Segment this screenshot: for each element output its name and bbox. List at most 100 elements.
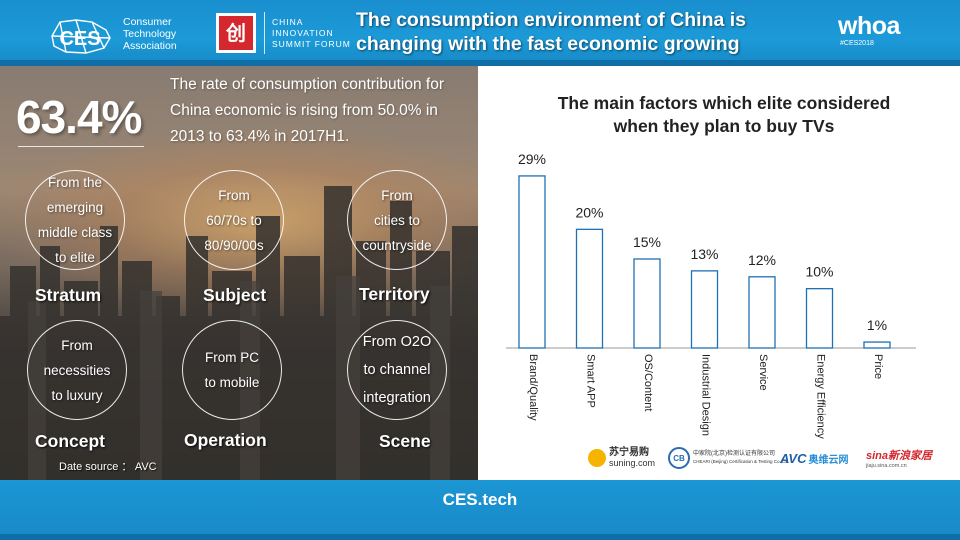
forum-badge: 创 [216, 13, 256, 53]
circle-territory: From cities to countryside [347, 170, 447, 270]
bar-price [863, 341, 891, 349]
chart-title: The main factors which elite considered … [514, 92, 934, 138]
bar-value-label: 1% [867, 317, 887, 333]
category-tick-label: Energy Efficiency [815, 354, 827, 439]
circle-text-line: to elite [55, 250, 95, 265]
cheari-logo: CB 中家院(北京)检测认证有限公司 CHEARI (Beijing) Cert… [668, 445, 789, 471]
circle-text-line: From [218, 187, 250, 203]
suning-name: 苏宁易购 [609, 447, 649, 458]
circle-text-line: countryside [362, 237, 432, 253]
circle-text-line: From [61, 337, 93, 353]
header-bar: CES Consumer Technology Association 创 CH… [0, 0, 960, 66]
category-tick-label: Brand/Quality [527, 354, 539, 421]
avc-cn-text: 奥维云网 [808, 454, 849, 466]
circle-text-line: to channel [363, 362, 431, 378]
forum-text: CHINA INNOVATION SUMMIT FORUM [272, 17, 351, 50]
circle-text-line: middle class [37, 225, 113, 240]
circle-text-line: emerging [46, 200, 104, 215]
suning-domain: suning.com [609, 458, 656, 468]
cta-line: Consumer [123, 16, 172, 28]
bar-value-label: 20% [575, 204, 603, 220]
forum-divider [264, 12, 265, 54]
label-stratum: Stratum [35, 285, 102, 305]
bar-value-label: 10% [805, 264, 833, 280]
stat-divider [18, 146, 144, 147]
whoa-tag: #CES2018 [840, 40, 874, 47]
bar-value-label: 13% [690, 246, 718, 262]
circle-text-line: cities to [374, 212, 420, 228]
cheari-name-en: CHEARI (Beijing) Certification & Testing… [693, 459, 790, 464]
left-panel: 63.4% The rate of consumption contributi… [0, 66, 478, 480]
footer-link[interactable]: CES.tech [442, 490, 518, 509]
page-title-line2: changing with the fast economic growing [356, 33, 740, 55]
cta-line: Association [123, 40, 177, 52]
bar-value-label: 12% [748, 252, 776, 268]
bar-value-label: 15% [633, 234, 661, 250]
ces-logo: CES [51, 19, 111, 54]
circle-concept: From necessities to luxury [27, 320, 127, 420]
label-concept: Concept [35, 431, 105, 451]
circle-scene: From O2O to channel integration [347, 320, 447, 420]
sina-domain: jiaju.sina.com.cn [866, 463, 907, 469]
label-territory: Territory [359, 284, 430, 304]
suning-icon [588, 449, 606, 467]
avc-logo: AVC 奥维云网 [780, 445, 848, 471]
circle-text-line: From O2O [362, 334, 432, 350]
chart-title-line1: The main factors which elite considered [557, 93, 891, 113]
ces-logo-text: CES [59, 28, 100, 50]
forum-line: INNOVATION [272, 28, 334, 38]
chart-panel: The main factors which elite considered … [478, 66, 960, 480]
category-tick-label: Industrial Design [700, 354, 712, 436]
big-stat: 63.4% [16, 91, 142, 143]
forum-line: SUMMIT FORUM [272, 39, 351, 49]
circle-operation: From PC to mobile [182, 320, 282, 420]
footer-bar: CES.tech [0, 480, 960, 540]
stat-description: The rate of consumption contribution for… [170, 76, 444, 145]
header-bottom-stripe [0, 60, 960, 66]
circle-text-line: From [381, 187, 413, 203]
circle-text-line: 80/90/00s [204, 237, 264, 253]
bar-chart: 29% Brand/Quality 20% Smart APP 15% OS/Conten… [506, 151, 916, 439]
cheari-name-cn: 中家院(北京)检测认证有限公司 [693, 451, 775, 457]
circle-subject: From 60/70s to 80/90/00s [184, 170, 284, 270]
label-subject: Subject [203, 285, 267, 305]
forum-badge-glyph: 创 [219, 16, 253, 50]
bar-energy-efficiency [805, 288, 834, 349]
bar-smart-app [575, 228, 604, 349]
category-tick-label: Smart APP [585, 354, 597, 408]
circle-stratum: From the emerging middle class to elite [25, 170, 125, 270]
cta-text: Consumer Technology Association [123, 16, 177, 52]
bar-os-content [633, 258, 661, 349]
category-tick-label: Service [757, 354, 769, 391]
avc-text: AVC [780, 450, 807, 466]
footer-stripe [0, 534, 960, 540]
bar-industrial-design [690, 270, 719, 349]
chart-title-line2: when they plan to buy TVs [613, 116, 835, 136]
bar-brand-quality [518, 175, 546, 349]
sina-logo: sina新浪家居 jiaju.sina.com.cn [866, 445, 932, 471]
cta-line: Technology [123, 28, 177, 40]
circle-text-line: to luxury [51, 387, 103, 403]
category-tick-label: OS/Content [642, 354, 654, 411]
data-source: Date source ： AVC [59, 461, 157, 473]
partner-logos: 苏宁易购 suning.com CB 中家院(北京)检测认证有限公司 CHEAR… [588, 445, 958, 471]
cheari-icon: CB [668, 447, 690, 469]
sina-text: sina新浪家居 [866, 450, 933, 462]
bar-value-label: 29% [518, 151, 546, 167]
circle-text-line: necessities [43, 362, 111, 378]
circle-text-line: From the [47, 175, 102, 190]
circle-text-line: integration [363, 390, 431, 406]
suning-logo: 苏宁易购 suning.com [588, 445, 655, 471]
label-scene: Scene [379, 431, 431, 451]
forum-line: CHINA [272, 17, 304, 27]
circle-text-line: 60/70s to [206, 212, 262, 228]
category-tick-label: Price [872, 354, 884, 379]
circle-text-line: to mobile [204, 375, 260, 390]
page-title-line1: The consumption environment of China is [356, 9, 747, 31]
page-title: The consumption environment of China is … [356, 8, 826, 56]
circle-text-line: From PC [205, 350, 259, 365]
whoa-logo: whoa [838, 12, 900, 40]
label-operation: Operation [184, 430, 267, 450]
bar-service [748, 276, 776, 349]
